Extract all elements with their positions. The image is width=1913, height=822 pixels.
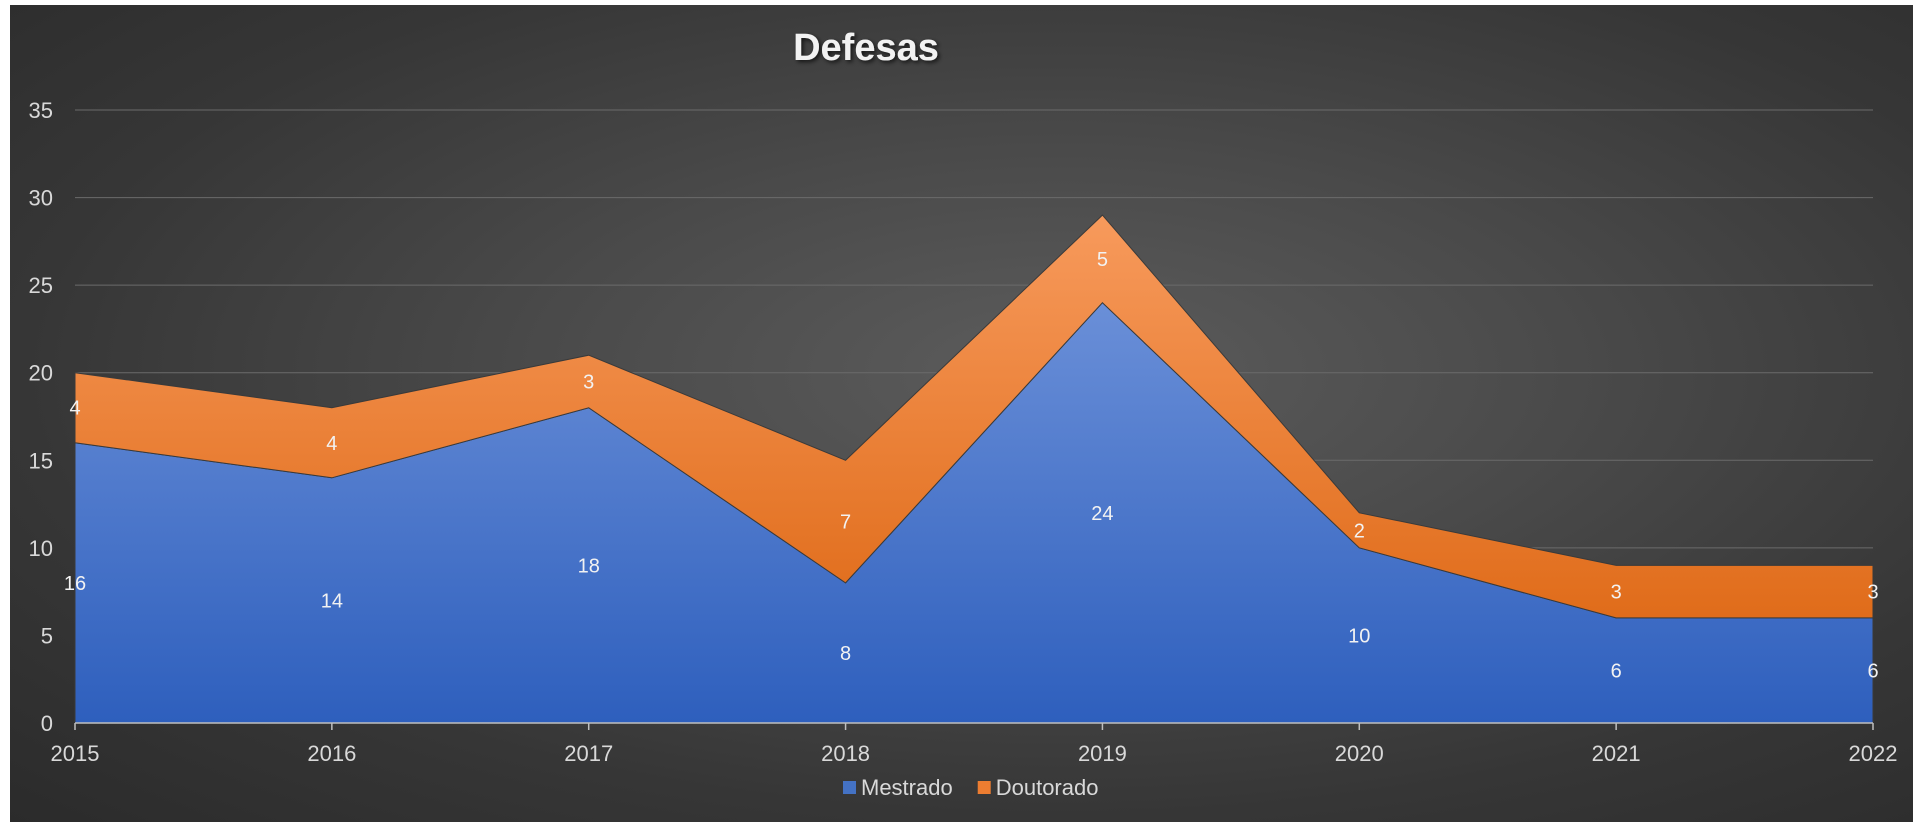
data-label: 4: [69, 398, 80, 420]
x-tick-label: 2019: [1078, 741, 1127, 766]
chart-area: Defesas 0 5 10 15 20 25 30 35 2015 2016 2017 2018 20…: [10, 5, 1913, 822]
data-label: 3: [1867, 582, 1878, 604]
x-tick-label: 2017: [564, 741, 613, 766]
y-tick-label: 20: [29, 361, 53, 386]
data-label: 18: [578, 555, 600, 577]
y-tick-label: 15: [29, 448, 53, 473]
y-tick-label: 30: [29, 186, 53, 211]
y-tick-label: 10: [29, 536, 53, 561]
chart-title: Defesas: [793, 27, 939, 69]
legend-swatch-mestrado: [843, 781, 856, 794]
data-label: 14: [321, 590, 343, 612]
y-tick-label: 25: [29, 273, 53, 298]
y-tick-label: 35: [29, 98, 53, 123]
x-tick-label: 2015: [51, 741, 100, 766]
legend-label-doutorado: Doutorado: [996, 775, 1099, 800]
data-label: 10: [1348, 625, 1370, 647]
data-label: 3: [583, 371, 594, 393]
legend-swatch-doutorado: [977, 781, 991, 794]
data-label: 4: [326, 433, 337, 455]
area-doutorado: [74, 214, 1874, 619]
y-tick-label: 0: [41, 711, 53, 736]
data-label: 2: [1354, 520, 1365, 542]
legend-label-mestrado: Mestrado: [861, 775, 953, 800]
data-labels: 16 14 18 8 24 10 6 6 4 4 3 7 5 2 3 3: [64, 249, 1879, 683]
legend: Mestrado Doutorado: [843, 775, 1098, 800]
data-label: 24: [1091, 503, 1113, 525]
x-tick-label: 2022: [1849, 741, 1898, 766]
data-label: 16: [64, 573, 86, 595]
x-tick-label: 2021: [1592, 741, 1641, 766]
y-tick-label: 5: [41, 623, 53, 648]
data-label: 7: [840, 512, 851, 534]
series-areas: [74, 214, 1874, 724]
data-label: 3: [1611, 582, 1622, 604]
x-tick-label: 2016: [307, 741, 356, 766]
data-label: 8: [840, 643, 851, 665]
x-tick-label: 2018: [821, 741, 870, 766]
data-label: 6: [1611, 660, 1622, 682]
data-label: 5: [1097, 249, 1108, 271]
x-tick-label: 2020: [1335, 741, 1384, 766]
data-label: 6: [1867, 660, 1878, 682]
